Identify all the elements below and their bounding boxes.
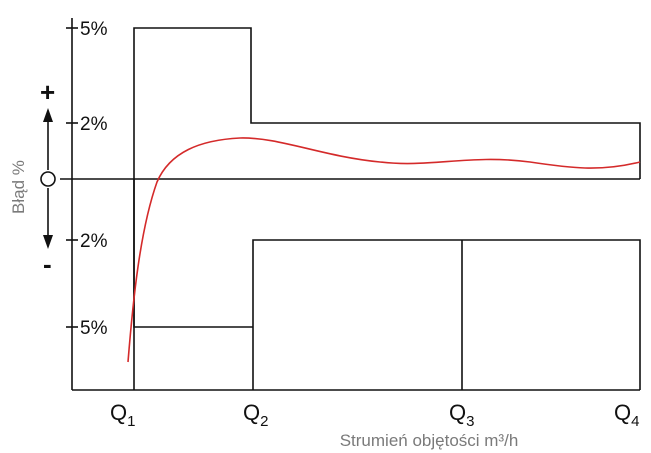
lower-limit-low-flow	[133, 179, 253, 328]
tick-label-plus5: 5%	[80, 19, 108, 40]
q2-label: Q2	[243, 400, 268, 430]
up-arrow-icon	[43, 108, 53, 122]
error-curve	[127, 137, 641, 363]
tick-label-minus2: 2%	[80, 231, 108, 252]
down-arrow-icon	[43, 235, 53, 249]
zero-circle-icon	[40, 171, 56, 187]
q1-label: Q1	[110, 400, 135, 430]
lower-limit-high-flow	[252, 239, 641, 390]
x-axis-label: Strumień objętości m³/h	[340, 431, 519, 450]
tick-label-plus2: 2%	[80, 114, 108, 135]
tick-label-minus5: 5%	[80, 318, 108, 339]
minus-sign: -	[43, 249, 52, 279]
q3-label: Q3	[449, 400, 474, 430]
upper-error-limit	[133, 27, 641, 390]
q4-label: Q4	[614, 400, 639, 430]
y-axis-label: Błąd %	[9, 160, 28, 214]
plus-sign: +	[40, 77, 55, 107]
